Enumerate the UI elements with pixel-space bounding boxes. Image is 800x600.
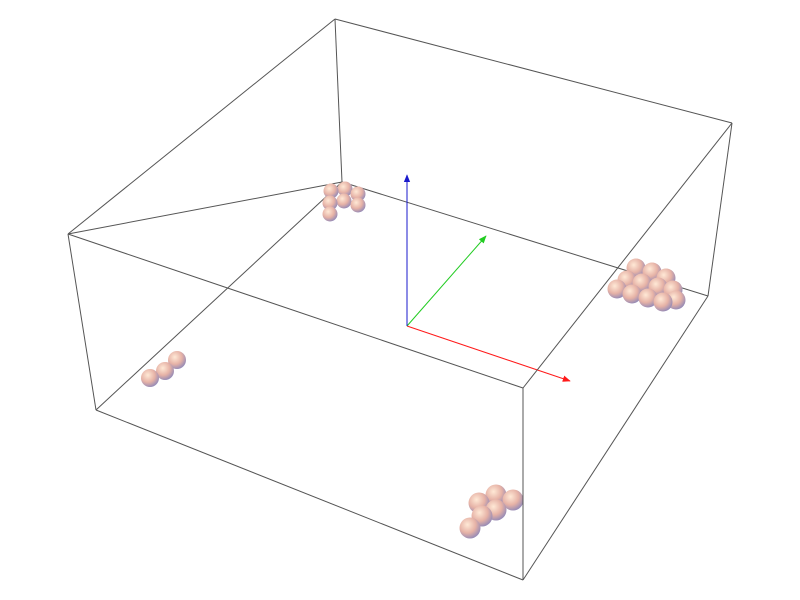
- box-edge-bottom-left: [95, 181, 343, 411]
- sphere: [323, 183, 339, 199]
- sphere-cluster-right: [607, 258, 686, 312]
- box-edge-bottom-right: [522, 295, 709, 581]
- box-edge-front-left-vertical: [67, 233, 97, 411]
- sphere: [638, 288, 658, 308]
- sphere: [653, 292, 673, 312]
- sphere: [485, 484, 507, 506]
- sphere: [622, 284, 642, 304]
- box-edge-top-left: [67, 18, 336, 235]
- box-edge-top-front: [67, 233, 524, 389]
- sphere: [168, 351, 186, 369]
- coordinate-axes: [403, 174, 571, 382]
- bounding-box-front-edges: [67, 18, 733, 581]
- sphere: [337, 181, 353, 197]
- sphere-cluster-back-left: [322, 181, 366, 222]
- y-axis-arrow: [406, 235, 487, 327]
- sphere: [350, 186, 366, 202]
- sphere-clusters: [141, 181, 686, 539]
- sphere-cluster-left: [141, 351, 186, 387]
- sphere: [502, 489, 524, 511]
- box-edge-top-right: [522, 122, 733, 389]
- sphere-cluster-front: [459, 484, 524, 539]
- sphere: [607, 279, 627, 299]
- sphere: [322, 206, 338, 222]
- sphere: [141, 369, 159, 387]
- box-edge-back-left-vertical: [334, 18, 343, 183]
- bounding-box-back-edges: [67, 18, 709, 581]
- sphere: [336, 193, 352, 209]
- box-edge-bottom-front: [95, 409, 524, 581]
- sphere: [156, 362, 174, 380]
- box-edge-back-right-vertical: [707, 122, 733, 297]
- box-edge-top-back: [334, 18, 733, 124]
- x-axis-arrow: [406, 325, 571, 382]
- sphere: [350, 197, 366, 213]
- sphere: [459, 517, 481, 539]
- box-edge-inner-diagonal: [67, 181, 343, 235]
- sphere: [322, 195, 338, 211]
